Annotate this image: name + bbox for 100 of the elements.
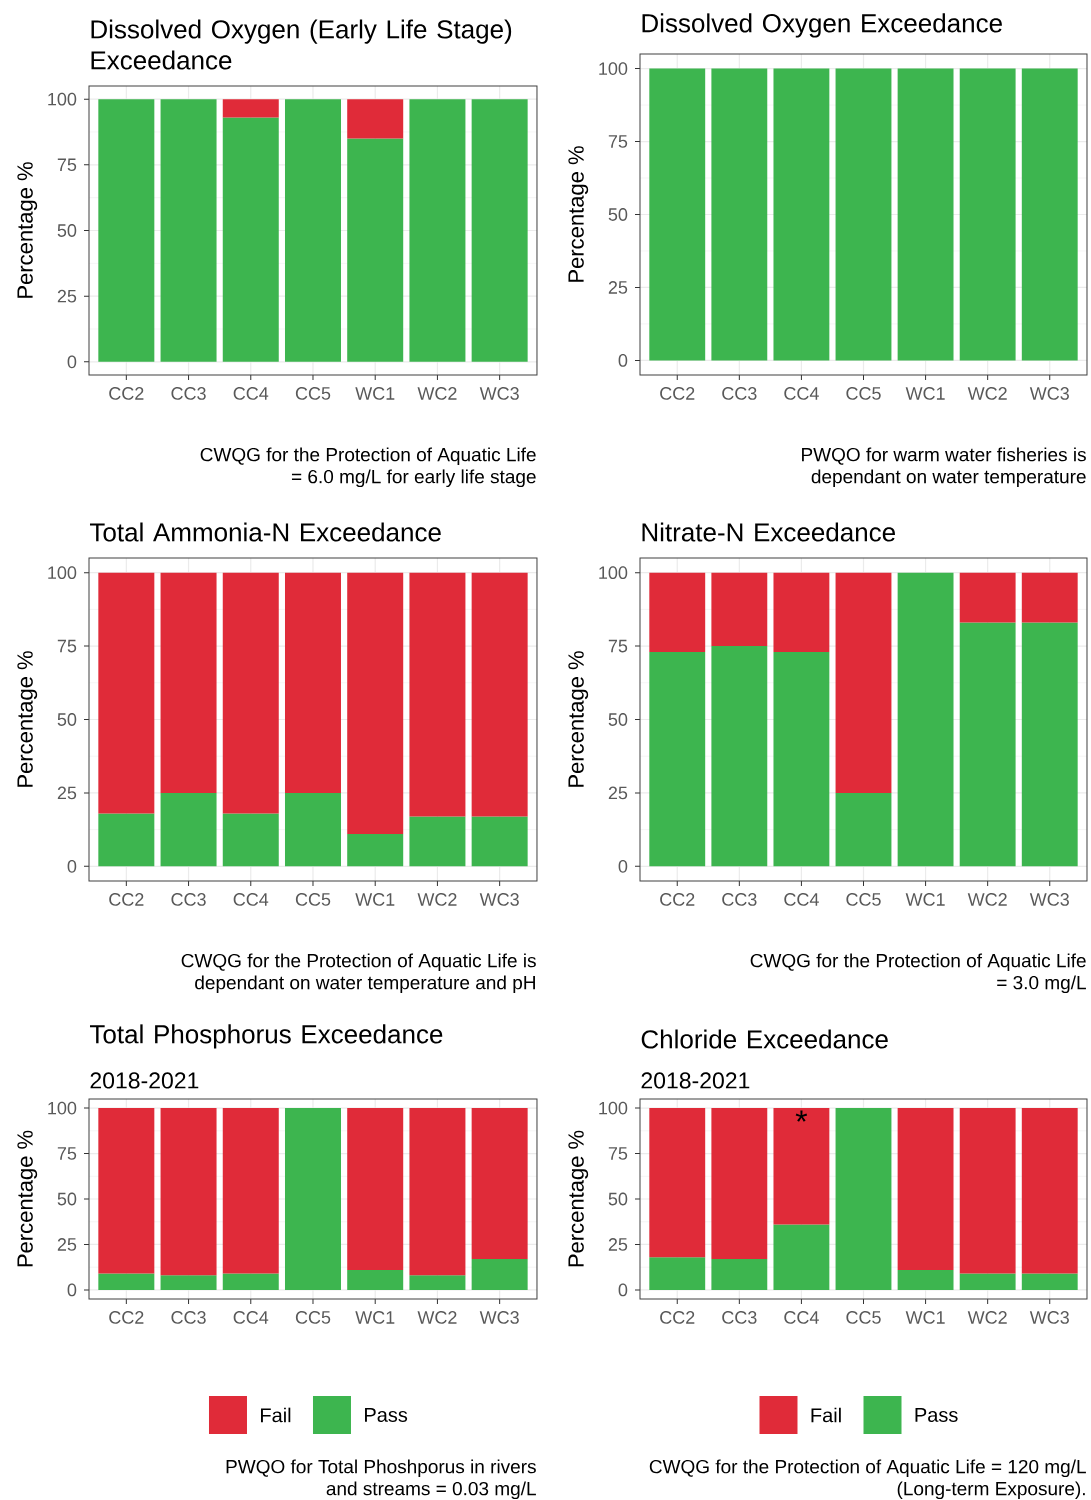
x-tick-label: WC1 [355, 893, 395, 906]
x-tick-label: CC2 [660, 893, 695, 906]
bar [711, 646, 768, 867]
x-tick-label: WC3 [1029, 387, 1069, 400]
y-tick-label: 50 [608, 1192, 628, 1206]
bar [1021, 572, 1078, 623]
text: PWQO for Total Phoshporus in rivers [226, 1459, 536, 1478]
y-axis-title: Percentage % [568, 1130, 589, 1267]
bar [284, 572, 341, 793]
x-tick-label: CC4 [784, 1311, 819, 1324]
bar [409, 99, 466, 362]
x-tick-label: CC3 [722, 893, 757, 906]
x-tick-label: WC1 [355, 1311, 395, 1324]
chart-title: Total Ammonia-N Exceedance [90, 522, 441, 542]
y-tick-label: 0 [67, 1283, 77, 1297]
text: CWQG for the Protection of Aquatic Life [200, 447, 536, 466]
x-tick-label: WC1 [905, 893, 945, 906]
x-tick-label: CC2 [109, 1311, 144, 1324]
y-tick-label: 75 [57, 639, 77, 653]
bar [471, 1259, 528, 1290]
y-tick-label: 25 [57, 1238, 77, 1251]
bar [1021, 1273, 1078, 1290]
x-tick-label: WC3 [479, 893, 519, 906]
text: dependant on water temperature and pH [195, 975, 535, 994]
bar [98, 1108, 155, 1274]
x-tick-label: CC4 [233, 1311, 269, 1324]
y-tick-label: 50 [608, 713, 628, 726]
text: and streams = 0.03 mg/L [326, 1481, 536, 1500]
chart-subtitle: 2018-2021 [641, 1072, 750, 1089]
text: PWQO for warm water fisheries is [802, 447, 1086, 465]
legend-label: Pass [365, 1408, 408, 1422]
x-tick-label: CC3 [722, 387, 757, 400]
bar [409, 1275, 466, 1290]
y-tick-label: 25 [608, 1238, 628, 1251]
bar [222, 1273, 279, 1290]
y-axis-title: Percentage % [17, 1130, 38, 1267]
x-tick-label: CC2 [109, 893, 144, 906]
bar [98, 99, 155, 362]
bar [98, 1273, 155, 1290]
y-tick-label: 25 [608, 281, 628, 294]
y-tick-label: 75 [57, 158, 77, 172]
y-tick-label: 100 [48, 1101, 77, 1115]
y-tick-label: 100 [599, 62, 628, 75]
bar [222, 572, 279, 814]
bar [347, 1108, 404, 1270]
bar [160, 572, 217, 793]
y-tick-label: 100 [48, 92, 77, 106]
bar [711, 1108, 768, 1259]
y-tick-label: 75 [608, 639, 628, 653]
bar [649, 1108, 706, 1258]
y-axis-title: Percentage % [568, 651, 589, 787]
bar [649, 1257, 706, 1290]
y-axis-title: Percentage % [17, 162, 38, 298]
x-tick-label: CC3 [171, 1311, 206, 1324]
x-tick-label: WC2 [967, 1311, 1007, 1324]
bar [471, 99, 528, 362]
x-tick-label: CC2 [660, 1311, 695, 1324]
chart-title: Dissolved Oxygen Exceedance [642, 13, 1002, 38]
bar [222, 813, 279, 867]
bar [347, 138, 404, 362]
bar [284, 99, 341, 362]
bar [409, 816, 466, 867]
y-tick-label: 100 [599, 566, 628, 580]
x-tick-label: WC3 [479, 1311, 519, 1324]
bar [98, 813, 155, 867]
text: dependant on water temperature [811, 469, 1086, 488]
chart-title: Nitrate-N Exceedance [642, 522, 895, 542]
bar [471, 816, 528, 867]
x-tick-label: CC4 [233, 893, 269, 906]
legend-label: Fail [811, 1407, 841, 1423]
x-tick-label: CC4 [784, 893, 819, 906]
bar [409, 1108, 466, 1276]
bar [160, 1275, 217, 1290]
bar [897, 1108, 954, 1270]
x-tick-label: CC5 [846, 1311, 881, 1324]
x-tick-label: CC3 [171, 893, 206, 906]
bar [222, 1108, 279, 1274]
bar [835, 572, 892, 793]
y-tick-label: 50 [57, 1192, 77, 1206]
x-tick-label: CC2 [109, 387, 144, 400]
x-tick-label: CC5 [295, 893, 331, 906]
bar [347, 572, 404, 835]
chart-title: Total Phosphorus Exceedance [90, 1024, 443, 1049]
bar [773, 572, 830, 652]
x-tick-label: CC2 [660, 387, 695, 400]
y-tick-label: 100 [599, 1101, 628, 1115]
y-tick-label: 0 [618, 1283, 628, 1297]
bar [1021, 622, 1078, 867]
y-tick-label: 50 [57, 713, 77, 726]
annotation: * [795, 1110, 808, 1122]
legend-label: Pass [915, 1408, 958, 1422]
bar [347, 1269, 404, 1290]
text: = 6.0 mg/L for early life stage [291, 469, 536, 488]
y-tick-label: 75 [608, 1147, 628, 1160]
bar [711, 572, 768, 647]
x-tick-label: WC3 [1029, 893, 1069, 906]
bar [409, 572, 466, 817]
bar [773, 1224, 830, 1290]
y-axis-title: Percentage % [568, 146, 589, 282]
y-tick-label: 50 [57, 224, 77, 237]
